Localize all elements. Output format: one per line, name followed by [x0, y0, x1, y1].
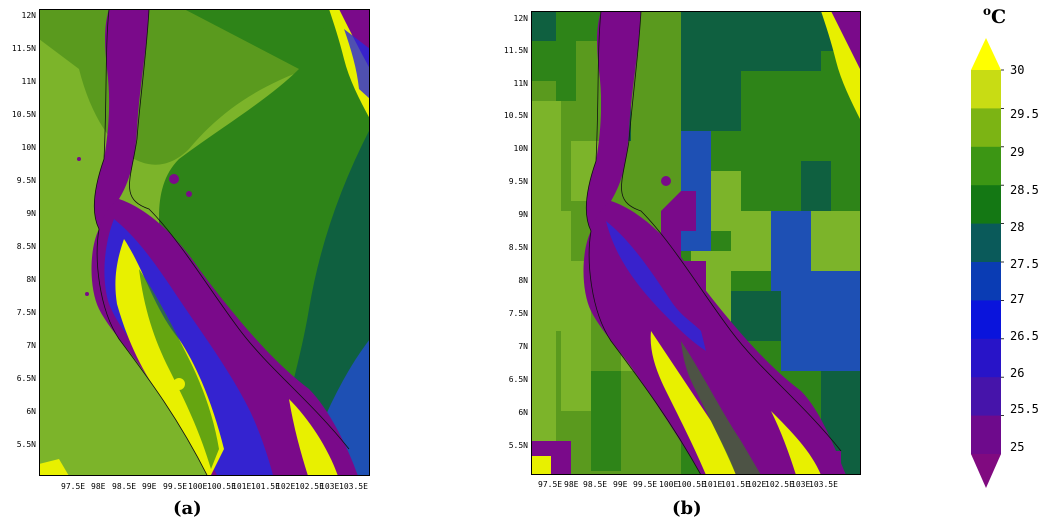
caption-b: (b): [672, 498, 702, 519]
colorbar-segment: [971, 223, 1001, 263]
map-b-xlabel: 100E: [659, 480, 679, 489]
map-a-xlabel: 101.5E: [251, 482, 280, 491]
map-a-ylabel: 12N: [21, 11, 36, 20]
map-b-field: [531, 11, 861, 475]
map-b-ylabel: 8.5N: [508, 243, 528, 252]
colorbar-segment: [971, 338, 1001, 378]
map-b: [531, 11, 861, 475]
colorbar-label: 28.5: [1010, 183, 1039, 197]
map-a-ylabel: 11N: [21, 77, 36, 86]
map-a-field: [39, 9, 370, 476]
map-b-ylabel: 12N: [513, 14, 528, 23]
map-a-xlabel: 99E: [142, 482, 157, 491]
map-a-xlabel: 97.5E: [61, 482, 86, 491]
map-b-ylabel: 6N: [518, 408, 528, 417]
map-a-xlabel: 100E: [188, 482, 208, 491]
colorbar-label: 29.5: [1010, 107, 1039, 121]
colorbar-unit: oC: [983, 4, 1006, 28]
colorbar-label: 29: [1010, 145, 1025, 159]
unit-degree: o: [983, 4, 992, 18]
map-a-ylabel: 6N: [26, 407, 36, 416]
map-b-ylabel: 11N: [513, 79, 528, 88]
map-a-xlabel: 99.5E: [163, 482, 188, 491]
colorbar-label: 27: [1010, 292, 1025, 306]
colorbar-segment: [971, 146, 1001, 186]
map-b-ylabel: 9.5N: [508, 177, 528, 186]
colorbar-segment: [971, 262, 1001, 301]
map-a-ylabel: 8N: [26, 275, 36, 284]
map-a-ylabel: 5.5N: [16, 440, 36, 449]
map-b-ylabel: 11.5N: [503, 46, 528, 55]
colorbar: [971, 38, 1004, 488]
map-a-ylabel: 10N: [21, 143, 36, 152]
map-a-ylabel: 7N: [26, 341, 36, 350]
map-a-ylabel: 11.5N: [11, 44, 36, 53]
map-a-xlabel: 102E: [276, 482, 296, 491]
colorbar-label: 27.5: [1010, 257, 1039, 271]
map-a-xlabel: 103E: [320, 482, 340, 491]
map-a-ylabel: 6.5N: [16, 374, 36, 383]
map-b-xlabel: 97.5E: [538, 480, 563, 489]
map-a-ylabel: 7.5N: [16, 308, 36, 317]
map-a-xlabel: 98E: [91, 482, 106, 491]
colorbar-segments: [971, 38, 1004, 488]
colorbar-segment: [971, 300, 1001, 340]
colorbar-segment: [971, 377, 1001, 417]
map-a-xlabel: 100.5E: [207, 482, 236, 491]
colorbar-segment: [971, 108, 1001, 148]
map-b-ylabel: 6.5N: [508, 375, 528, 384]
map-b-ylabel: 8N: [518, 276, 528, 285]
map-a-xlabel: 98.5E: [112, 482, 137, 491]
map-b-xlabel: 101.5E: [721, 480, 750, 489]
map-b-xlabel: 100.5E: [677, 480, 706, 489]
colorbar-label: 26.5: [1010, 329, 1039, 343]
colorbar-label: 25.5: [1010, 402, 1039, 416]
unit-letter: C: [991, 6, 1007, 28]
map-b-xlabel: 103.5E: [809, 480, 838, 489]
map-b-xlabel: 102.5E: [765, 480, 794, 489]
map-b-ylabel: 10N: [513, 144, 528, 153]
map-a-xlabel: 102.5E: [295, 482, 324, 491]
map-b-xlabel: 98.5E: [583, 480, 608, 489]
map-b-xlabel: 99.5E: [633, 480, 658, 489]
map-b-xlabel: 103E: [791, 480, 811, 489]
colorbar-segment: [971, 70, 1001, 109]
map-b-xlabel: 98E: [564, 480, 579, 489]
colorbar-top-arrow: [971, 38, 1001, 70]
colorbar-label: 30: [1010, 63, 1025, 77]
colorbar-segment: [971, 185, 1001, 225]
map-a-xlabel: 101E: [232, 482, 252, 491]
map-b-ylabel: 9N: [518, 210, 528, 219]
map-a-ylabel: 9.5N: [16, 176, 36, 185]
map-a-ylabel: 10.5N: [11, 110, 36, 119]
map-a-frame: [39, 9, 370, 476]
map-b-xlabel: 101E: [703, 480, 723, 489]
map-b-ylabel: 10.5N: [503, 111, 528, 120]
caption-a: (a): [173, 498, 202, 519]
map-a-ylabel: 9N: [26, 209, 36, 218]
map-b-ylabel: 5.5N: [508, 441, 528, 450]
colorbar-segment: [971, 415, 1001, 455]
map-b-frame: [531, 11, 861, 475]
map-a: [39, 9, 370, 476]
colorbar-bottom-arrow: [971, 454, 1001, 488]
map-b-ylabel: 7.5N: [508, 309, 528, 318]
map-b-xlabel: 99E: [613, 480, 628, 489]
map-a-ylabel: 8.5N: [16, 242, 36, 251]
colorbar-label: 26: [1010, 366, 1025, 380]
map-b-ylabel: 7N: [518, 342, 528, 351]
map-a-xlabel: 103.5E: [339, 482, 368, 491]
map-b-xlabel: 102E: [747, 480, 767, 489]
colorbar-label: 28: [1010, 220, 1025, 234]
colorbar-label: 25: [1010, 440, 1025, 454]
